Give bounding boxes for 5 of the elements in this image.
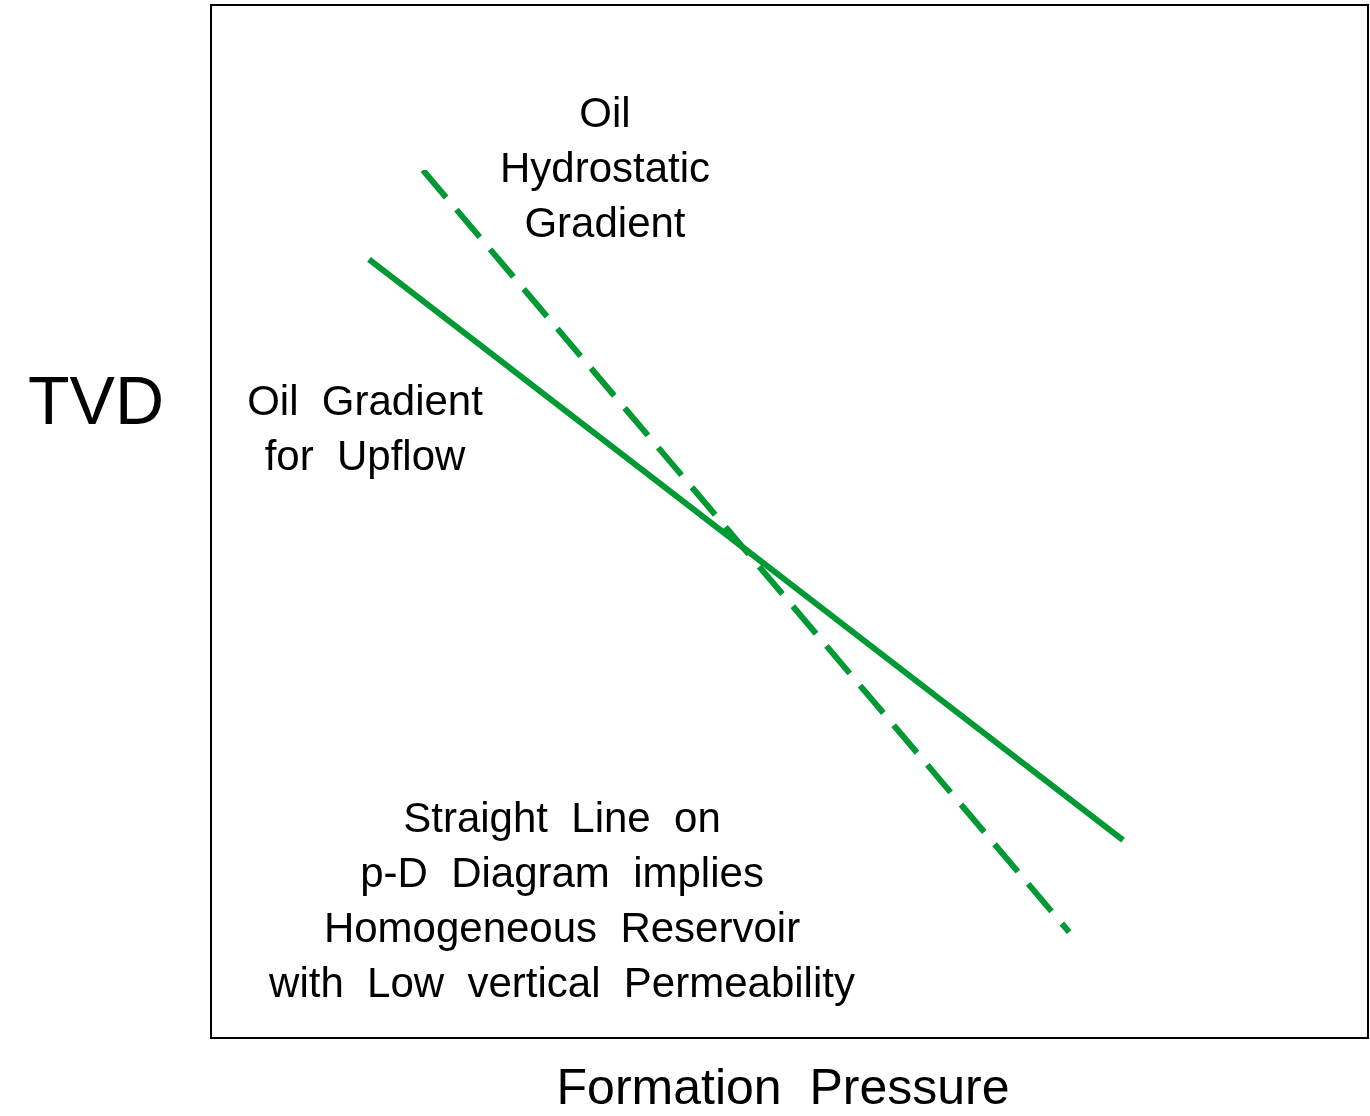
y-axis-title: TVD bbox=[28, 361, 164, 438]
series-label: Oil Gradient for Upflow bbox=[247, 376, 484, 479]
annotation: Straight Line on p-D Diagram implies Homogeneous Reservoir with Low vertical Permeability bbox=[268, 793, 855, 1006]
series-label: Oil Hydrostatic Gradient bbox=[499, 88, 711, 246]
x-axis-title: Formation Pressure bbox=[556, 1058, 1010, 1115]
